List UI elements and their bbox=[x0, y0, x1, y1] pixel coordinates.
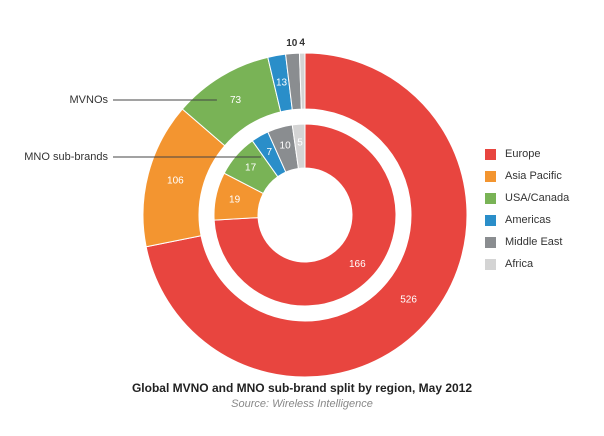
legend: Europe Asia Pacific USA/Canada Americas Midd… bbox=[485, 143, 569, 275]
legend-label-europe: Europe bbox=[505, 148, 541, 160]
legend-swatch-asia-pacific bbox=[485, 170, 496, 182]
value-label-mvnos-americas: 13 bbox=[276, 78, 288, 89]
legend-swatch-americas bbox=[485, 214, 496, 226]
legend-label-africa: Africa bbox=[505, 258, 534, 270]
legend-swatch-usa-canada bbox=[485, 192, 496, 204]
slice-mno-sub-brands-africa bbox=[291, 123, 306, 170]
value-label-mno-sub-brands-usa-canada: 17 bbox=[245, 162, 257, 173]
legend-item-asia-pacific: Asia Pacific bbox=[485, 165, 569, 187]
value-label-mvnos-usa-canada: 73 bbox=[230, 95, 242, 106]
chart-title: Global MVNO and MNO sub-brand split by r… bbox=[131, 381, 473, 395]
legend-item-usa-canada: USA/Canada bbox=[485, 187, 569, 209]
legend-item-americas: Americas bbox=[485, 209, 569, 231]
legend-label-usa-canada: USA/Canada bbox=[505, 192, 570, 204]
slice-mvnos-europe bbox=[145, 52, 468, 378]
value-label-mvnos-africa: 4 bbox=[299, 38, 305, 49]
slice-mno-sub-brands-europe bbox=[213, 123, 397, 307]
annotation-label-mno-sub-brands: MNO sub-brands bbox=[24, 151, 108, 163]
value-label-mno-sub-brands-africa: 5 bbox=[297, 138, 303, 149]
legend-swatch-middle-east bbox=[485, 236, 496, 248]
legend-item-middle-east: Middle East bbox=[485, 231, 569, 253]
value-label-mvnos-middle-east: 10 bbox=[286, 38, 298, 49]
value-label-mvnos-asia-pacific: 106 bbox=[167, 175, 184, 186]
legend-swatch-africa bbox=[485, 258, 496, 270]
chart-source: Source: Wireless Intelligence bbox=[231, 398, 373, 410]
value-label-mno-sub-brands-middle-east: 10 bbox=[280, 140, 292, 151]
annotation-label-mvnos: MVNOs bbox=[70, 94, 109, 106]
legend-label-asia-pacific: Asia Pacific bbox=[505, 170, 562, 182]
value-label-mno-sub-brands-asia-pacific: 19 bbox=[229, 195, 241, 206]
legend-item-africa: Africa bbox=[485, 253, 569, 275]
value-label-mno-sub-brands-americas: 7 bbox=[267, 147, 273, 158]
value-label-mno-sub-brands-europe: 166 bbox=[349, 259, 366, 270]
slice-mvnos-africa bbox=[298, 52, 306, 110]
legend-swatch-europe bbox=[485, 148, 496, 160]
legend-label-middle-east: Middle East bbox=[505, 236, 563, 248]
legend-label-americas: Americas bbox=[505, 214, 551, 226]
legend-item-europe: Europe bbox=[485, 143, 569, 165]
value-label-mvnos-europe: 526 bbox=[400, 295, 417, 306]
